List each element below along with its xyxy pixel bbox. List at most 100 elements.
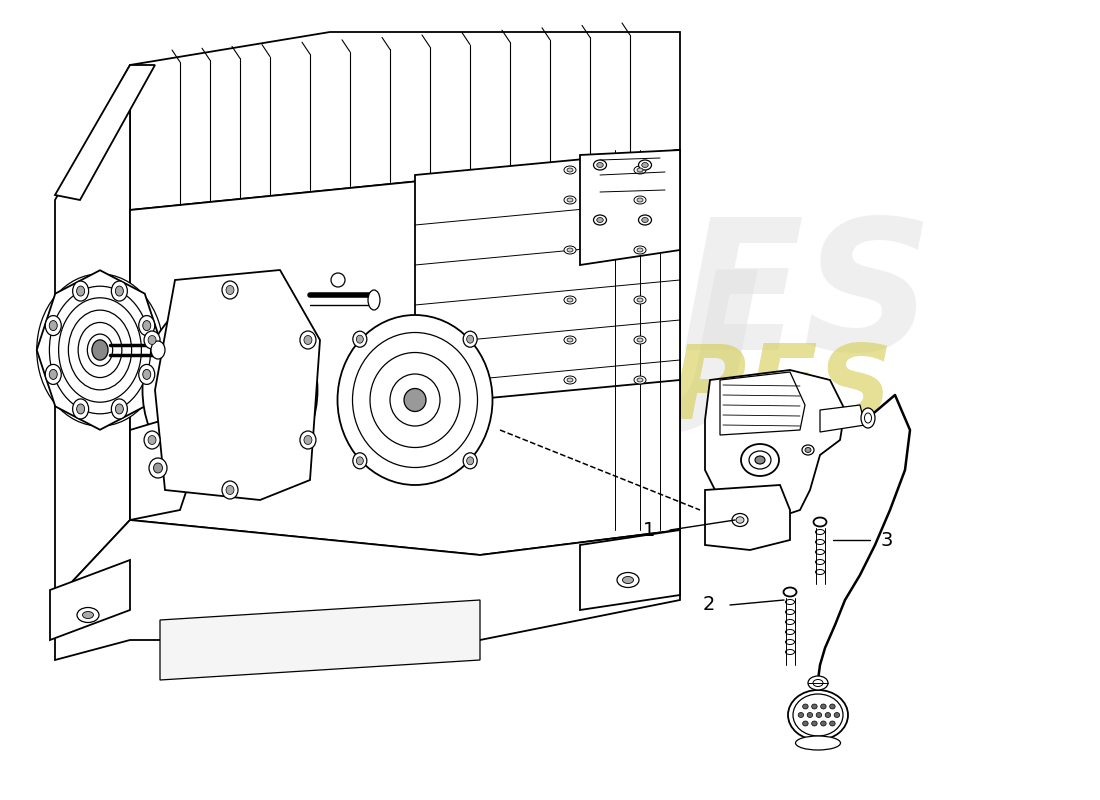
Ellipse shape: [50, 286, 151, 414]
Text: 1: 1: [642, 521, 654, 539]
Ellipse shape: [634, 296, 646, 304]
Ellipse shape: [68, 310, 132, 390]
Ellipse shape: [566, 248, 573, 252]
Ellipse shape: [50, 321, 57, 330]
Polygon shape: [160, 600, 480, 680]
Ellipse shape: [821, 721, 826, 726]
Ellipse shape: [596, 218, 603, 222]
Ellipse shape: [793, 694, 843, 736]
Text: EU: EU: [430, 263, 762, 477]
Ellipse shape: [641, 162, 648, 167]
Ellipse shape: [222, 481, 238, 499]
Ellipse shape: [566, 378, 573, 382]
Ellipse shape: [50, 370, 57, 379]
Ellipse shape: [111, 399, 128, 419]
Ellipse shape: [45, 315, 62, 335]
Ellipse shape: [82, 611, 94, 618]
Polygon shape: [705, 485, 790, 550]
Ellipse shape: [338, 315, 493, 485]
Ellipse shape: [111, 281, 128, 301]
Ellipse shape: [210, 369, 250, 411]
Ellipse shape: [637, 248, 644, 252]
Ellipse shape: [370, 353, 460, 447]
Ellipse shape: [368, 290, 379, 310]
Ellipse shape: [865, 413, 871, 423]
Ellipse shape: [58, 298, 142, 402]
Ellipse shape: [638, 215, 651, 225]
Polygon shape: [415, 150, 680, 405]
Ellipse shape: [353, 453, 366, 469]
Ellipse shape: [564, 196, 576, 204]
Ellipse shape: [637, 298, 644, 302]
Ellipse shape: [143, 293, 318, 487]
Polygon shape: [36, 270, 163, 430]
Ellipse shape: [148, 335, 156, 345]
Ellipse shape: [304, 435, 312, 445]
Ellipse shape: [596, 162, 603, 167]
Ellipse shape: [815, 570, 825, 574]
Ellipse shape: [637, 378, 644, 382]
Ellipse shape: [148, 435, 156, 445]
Text: 2: 2: [703, 595, 715, 614]
Ellipse shape: [139, 315, 155, 335]
Polygon shape: [155, 270, 320, 500]
Ellipse shape: [814, 518, 826, 526]
Ellipse shape: [594, 215, 606, 225]
Ellipse shape: [154, 463, 163, 473]
Ellipse shape: [463, 331, 477, 347]
Ellipse shape: [356, 457, 363, 465]
Ellipse shape: [356, 335, 363, 343]
Ellipse shape: [812, 721, 817, 726]
Ellipse shape: [226, 486, 234, 494]
Ellipse shape: [143, 370, 151, 379]
Ellipse shape: [736, 517, 744, 523]
Polygon shape: [580, 150, 680, 265]
Ellipse shape: [564, 166, 576, 174]
Ellipse shape: [732, 514, 748, 526]
Polygon shape: [705, 370, 845, 520]
Ellipse shape: [799, 713, 804, 718]
Polygon shape: [55, 520, 680, 660]
Polygon shape: [580, 530, 680, 610]
Text: ES: ES: [680, 212, 933, 388]
Ellipse shape: [116, 286, 123, 296]
Ellipse shape: [808, 676, 828, 690]
Ellipse shape: [815, 530, 825, 534]
Ellipse shape: [45, 365, 62, 385]
Ellipse shape: [300, 431, 316, 449]
Ellipse shape: [564, 336, 576, 344]
Ellipse shape: [741, 444, 779, 476]
Ellipse shape: [144, 331, 161, 349]
Ellipse shape: [785, 619, 794, 625]
Ellipse shape: [637, 338, 644, 342]
Ellipse shape: [564, 246, 576, 254]
Ellipse shape: [634, 336, 646, 344]
Ellipse shape: [300, 331, 316, 349]
Ellipse shape: [36, 274, 163, 426]
Ellipse shape: [634, 196, 646, 204]
Ellipse shape: [390, 374, 440, 426]
Ellipse shape: [634, 246, 646, 254]
Polygon shape: [130, 150, 680, 555]
Polygon shape: [130, 415, 195, 520]
Ellipse shape: [807, 713, 813, 718]
Ellipse shape: [785, 639, 794, 645]
Ellipse shape: [564, 376, 576, 384]
Polygon shape: [130, 32, 680, 210]
Ellipse shape: [73, 281, 89, 301]
Ellipse shape: [812, 704, 817, 709]
Ellipse shape: [77, 404, 85, 414]
Ellipse shape: [617, 573, 639, 587]
Ellipse shape: [116, 404, 123, 414]
Ellipse shape: [805, 447, 811, 453]
Ellipse shape: [783, 587, 796, 597]
Ellipse shape: [73, 399, 89, 419]
Ellipse shape: [815, 539, 825, 545]
Ellipse shape: [795, 736, 840, 750]
Ellipse shape: [566, 168, 573, 172]
Ellipse shape: [192, 350, 267, 430]
Ellipse shape: [175, 330, 285, 450]
Polygon shape: [50, 560, 130, 640]
Ellipse shape: [594, 160, 606, 170]
Ellipse shape: [78, 322, 122, 378]
